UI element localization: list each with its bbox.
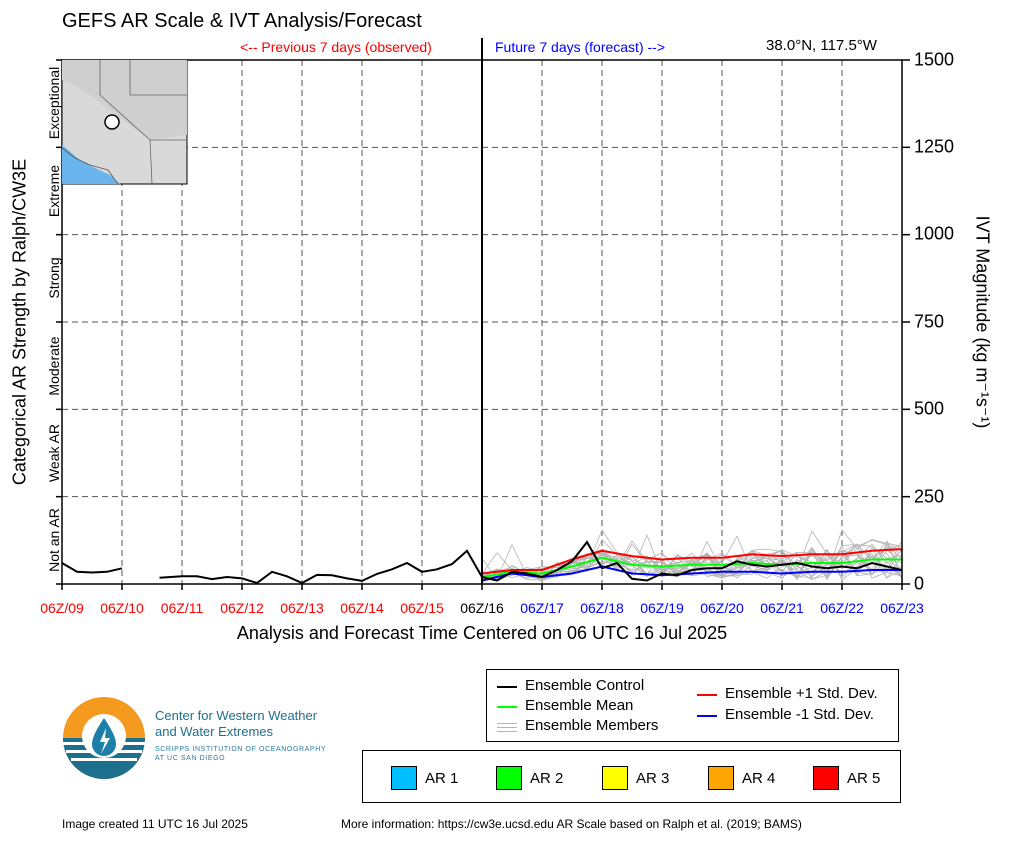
location-inset-map [61,59,188,185]
ar-swatch [496,766,522,790]
legend-plus-std-label: Ensemble +1 Std. Dev. [725,685,878,702]
x-tick-label: 06Z/19 [640,600,684,616]
ar-label: AR 2 [530,770,564,787]
ar-label: AR 3 [636,770,670,787]
ar-scale-legend: AR 1 AR 2 AR 3 AR 4 AR 5 [362,750,901,803]
ar-swatch [602,766,628,790]
cw3e-sub-line: AT UC SAN DIEGO [155,755,226,762]
y-tick-label: 500 [914,398,945,419]
ar-label: AR 4 [742,770,776,787]
location-label: 38.0°N, 117.5°W [766,37,877,54]
series-lines [61,540,903,585]
legend-minus-std-line [697,715,717,717]
category-label: Weak AR [46,423,62,483]
category-label: Strong [46,257,62,299]
y-tick-label: 750 [914,311,945,332]
x-tick-label: 06Z/18 [580,600,624,616]
legend-members-line [497,727,517,728]
ar-swatch [813,766,839,790]
ar-label: AR 5 [847,770,881,787]
y-tick-label: 1250 [914,136,955,157]
x-tick-label: 06Z/21 [760,600,804,616]
category-label: Not an AR [46,508,62,572]
ensemble-member-line [481,535,903,581]
legend-members-line [497,731,517,732]
x-tick-label: 06Z/14 [340,600,384,616]
x-tick-label: 06Z/10 [100,600,144,616]
x-tick-label: 06Z/17 [520,600,564,616]
previous-days-label: <-- Previous 7 days (observed) [240,39,432,55]
x-axis-title: Analysis and Forecast Time Centered on 0… [236,623,728,643]
cw3e-sub-line: SCRIPPS INSTITUTION OF OCEANOGRAPHY [155,746,327,753]
x-tick-label: 06Z/11 [160,600,204,616]
y-axis-right-title: IVT Magnitude (kg m⁻¹s⁻¹) [972,215,993,429]
ar-swatch [391,766,417,790]
more-info-link[interactable]: More information: https://cw3e.ucsd.edu … [341,817,802,831]
y-tick-label: 0 [914,573,925,594]
chart-title: GEFS AR Scale & IVT Analysis/Forecast [62,10,422,32]
category-label: Extreme [46,164,62,218]
cw3e-name: Center for Western Weather and Water Ext… [155,708,317,740]
cw3e-name-line: and Water Extremes [155,724,274,739]
x-tick-label: 06Z/12 [220,600,264,616]
legend-members-label: Ensemble Members [525,717,659,734]
x-tick-label: 06Z/09 [40,600,84,616]
ar-label: AR 1 [425,770,459,787]
x-tick-label: 06Z/16 [460,600,504,616]
plus-std-line [481,548,903,575]
x-tick-label: 06Z/23 [880,600,924,616]
cw3e-name-line: Center for Western Weather [155,708,318,723]
minus-std-line [481,565,902,582]
x-tick-label: 06Z/13 [280,600,324,616]
image-created-note: Image created 11 UTC 16 Jul 2025 [62,817,248,831]
future-days-label: Future 7 days (forecast) --> [495,39,666,55]
plot-frame [56,38,910,590]
legend-minus-std-label: Ensemble -1 Std. Dev. [725,706,874,723]
control-line [61,562,123,574]
legend-control-line [497,686,517,688]
mean-line [481,556,902,578]
y-tick-label: 1500 [914,49,955,70]
series-legend: Ensemble Control Ensemble Mean Ensemble … [486,669,899,742]
legend-mean-label: Ensemble Mean [525,697,634,714]
y-tick-label: 1000 [914,223,955,244]
legend-control-label: Ensemble Control [525,677,645,694]
y-tick-label: 250 [914,486,945,507]
legend-plus-std-line [697,694,717,696]
legend-members-line [497,723,517,724]
category-label: Exceptional [46,66,62,140]
cw3e-logo [63,697,145,779]
ar-swatch [708,766,734,790]
x-tick-label: 06Z/22 [820,600,864,616]
x-tick-label: 06Z/15 [400,600,444,616]
x-tick-label: 06Z/20 [700,600,744,616]
control-line [159,540,903,585]
y-axis-left-title: Categorical AR Strength by Ralph/CW3E [9,158,30,486]
category-label: Moderate [46,336,62,396]
cw3e-subtitle: SCRIPPS INSTITUTION OF OCEANOGRAPHY AT U… [155,745,326,763]
legend-mean-line [497,706,517,708]
